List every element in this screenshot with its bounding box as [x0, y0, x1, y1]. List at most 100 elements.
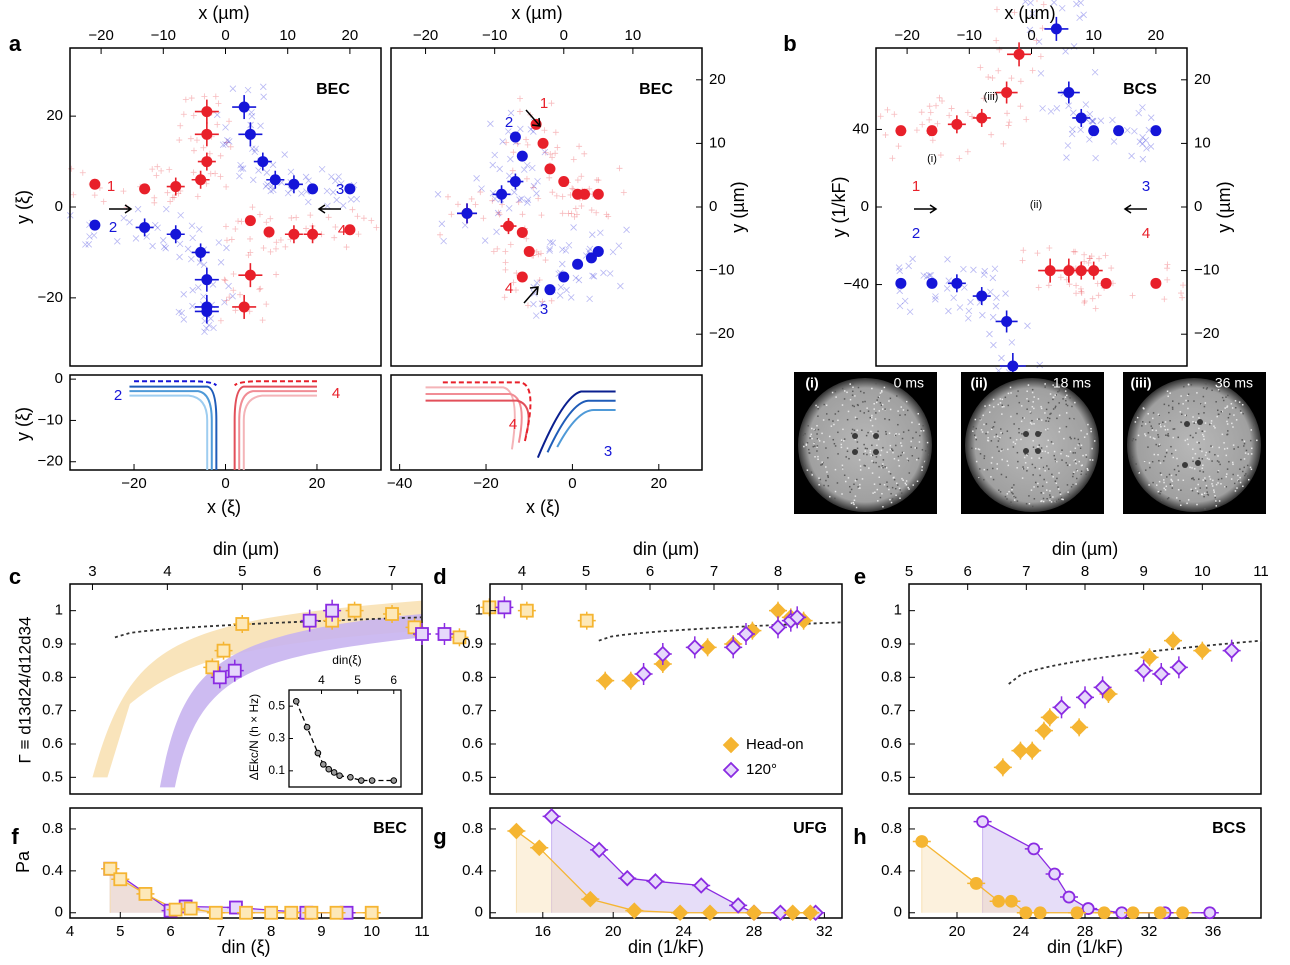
image-noise	[888, 400, 890, 402]
a-left-red-cloud-mark	[247, 249, 254, 256]
image-noise	[912, 437, 914, 439]
image-noise	[1194, 452, 1197, 455]
image-noise	[993, 436, 996, 438]
image-noise	[817, 438, 820, 440]
image-noise	[870, 416, 873, 419]
b-red-cloud-mark	[993, 6, 1000, 13]
headon-marker	[138, 887, 153, 901]
image-noise	[922, 429, 925, 432]
tick-label: 0.5	[881, 768, 902, 785]
image-noise	[869, 451, 871, 454]
image-noise	[1066, 484, 1069, 486]
b-blue-point	[1001, 315, 1013, 327]
a-left-blue-cloud-mark	[177, 211, 184, 219]
image-noise	[851, 394, 854, 396]
image-noise	[832, 438, 835, 441]
tick-label: 9	[1139, 563, 1147, 580]
headon-marker	[622, 672, 640, 689]
image-noise	[895, 433, 897, 435]
a-right-blue-cloud-mark	[478, 185, 485, 192]
b-red-point	[1100, 277, 1112, 289]
a-right-red-cloud-mark	[519, 211, 526, 218]
a-right-blue-cloud-mark	[558, 260, 566, 268]
image-noise	[1226, 468, 1229, 470]
image-noise	[1085, 473, 1088, 476]
a-right-red-cloud-mark	[595, 177, 602, 184]
image-noise	[1169, 392, 1171, 394]
image-noise	[905, 483, 908, 486]
b-blue-point	[951, 277, 963, 289]
image-noise	[968, 433, 971, 436]
image-noise	[899, 414, 901, 416]
trajectory-line	[425, 386, 516, 450]
image-noise	[1022, 468, 1025, 470]
a-right-blue-cloud-mark	[623, 226, 630, 234]
image-noise	[1225, 396, 1227, 398]
image-noise	[1031, 463, 1034, 466]
tick-label: −20	[1194, 325, 1219, 342]
image-noise	[1159, 472, 1162, 474]
b-red-cloud-mark	[877, 113, 884, 120]
image-noise	[1244, 452, 1247, 454]
image-noise	[854, 495, 857, 497]
b-blue-cloud-mark	[1131, 127, 1138, 135]
roman-label: (i)	[927, 153, 937, 165]
image-noise	[1208, 458, 1210, 461]
a-right-blue-cloud-mark	[507, 109, 515, 117]
b-blue-cloud-mark	[992, 302, 1000, 310]
image-noise	[820, 464, 822, 466]
a-right-red-cloud-mark	[472, 201, 479, 208]
image-noise	[1077, 438, 1080, 441]
b-blue-cloud-mark	[923, 273, 931, 280]
axis-label: din (µm)	[633, 539, 699, 559]
image-noise	[1154, 438, 1156, 440]
image-noise	[847, 477, 850, 479]
a-right-blue-cloud-mark	[518, 195, 525, 203]
image-noise	[856, 429, 858, 432]
tick-label: −20	[894, 27, 919, 44]
image-noise	[849, 383, 851, 385]
pa-area-120	[982, 821, 1210, 913]
a-left-red-cloud-mark	[223, 297, 230, 304]
image-noise	[1155, 443, 1157, 446]
a-right-blue-cloud-mark	[506, 172, 513, 180]
a-left-blue-cloud-mark	[85, 241, 93, 248]
a-left-red-cloud-mark	[222, 223, 229, 230]
tick-label: 0.6	[462, 735, 483, 752]
image-noise	[1065, 399, 1067, 402]
image-noise	[852, 386, 854, 389]
a-left-red-cloud-mark	[263, 219, 270, 226]
inset-point	[357, 777, 365, 784]
image-noise	[1032, 401, 1034, 403]
a-right-blue-cloud-mark	[567, 294, 575, 301]
image-noise	[1209, 423, 1211, 426]
image-label: (ii)	[970, 375, 987, 391]
b-blue-cloud-mark	[1082, 101, 1090, 108]
b-blue-cloud-mark	[895, 264, 903, 271]
image-noise	[809, 435, 812, 437]
image-noise	[1055, 394, 1057, 396]
approach-arrow	[914, 204, 938, 214]
image-noise	[1065, 403, 1067, 406]
b-blue-cloud-mark	[920, 272, 928, 279]
image-noise	[815, 404, 817, 407]
headon-marker	[1005, 894, 1018, 908]
image-noise	[1040, 492, 1042, 494]
image-noise	[1052, 384, 1054, 386]
a-right-red-cloud-mark	[571, 213, 578, 220]
image-noise	[881, 466, 883, 469]
image-noise	[875, 412, 877, 414]
image-noise	[1214, 496, 1217, 499]
image-noise	[921, 466, 923, 468]
marker-120	[635, 665, 652, 683]
image-noise	[1094, 436, 1096, 439]
a-left-red-point	[344, 224, 356, 236]
image-noise	[886, 451, 888, 453]
image-noise	[1052, 396, 1055, 399]
a-left-red-cloud-mark	[68, 165, 75, 172]
inset-frame	[288, 689, 402, 788]
image-noise	[806, 442, 809, 444]
a-left-red-cloud-mark	[282, 243, 289, 250]
b-red-cloud-mark	[1017, 78, 1024, 85]
trajectory-dashed	[233, 380, 317, 387]
